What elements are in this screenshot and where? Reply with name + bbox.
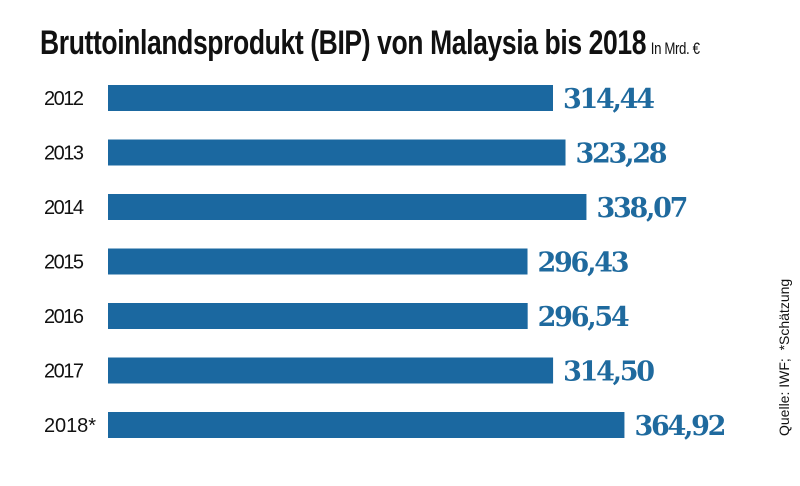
value-label: 364,92 bbox=[634, 411, 726, 442]
category-label: 2018* bbox=[44, 415, 96, 437]
source-text: Quelle: IWF; bbox=[776, 358, 792, 436]
value-label: 296,43 bbox=[538, 248, 630, 279]
bar-2012 bbox=[108, 85, 553, 111]
bar-2016 bbox=[108, 303, 528, 329]
bar-2017 bbox=[108, 357, 554, 384]
value-label: 314,50 bbox=[563, 357, 655, 388]
value-label: 323,28 bbox=[576, 139, 668, 170]
category-label: 2015 bbox=[44, 252, 84, 274]
source-note: Quelle: IWF; *Schätzung bbox=[776, 279, 792, 436]
chart-title: Bruttoinlandsprodukt (BIP) von Malaysia … bbox=[40, 24, 700, 63]
bar-2013 bbox=[108, 139, 566, 166]
value-label: 338,07 bbox=[596, 193, 688, 224]
value-label: 314,44 bbox=[563, 84, 655, 115]
category-label: 2013 bbox=[44, 143, 84, 165]
value-label: 296,54 bbox=[538, 302, 630, 333]
category-label: 2016 bbox=[44, 306, 84, 328]
estimate-note: *Schätzung bbox=[776, 278, 792, 351]
bar-2018* bbox=[108, 412, 625, 438]
category-label: 2017 bbox=[44, 361, 84, 383]
category-label: 2012 bbox=[44, 88, 84, 110]
bar-2014 bbox=[108, 194, 587, 220]
category-label: 2014 bbox=[44, 197, 84, 219]
title-text: Bruttoinlandsprodukt (BIP) von Malaysia … bbox=[40, 24, 647, 62]
unit-label: In Mrd. € bbox=[650, 39, 700, 58]
bar-2015 bbox=[108, 248, 528, 275]
